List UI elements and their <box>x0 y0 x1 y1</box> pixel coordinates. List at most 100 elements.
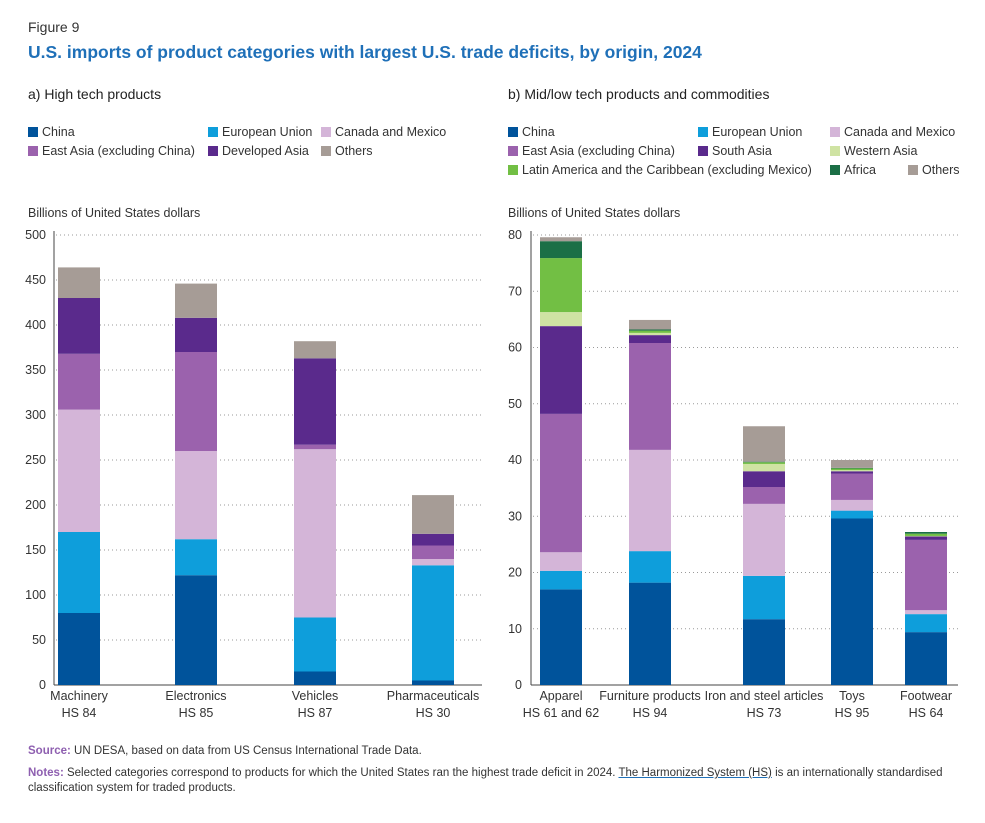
y-tick-label: 250 <box>25 453 46 467</box>
x-category-label: Vehicles <box>292 689 339 703</box>
bar-segment-vehicles-china <box>294 671 336 685</box>
bar-segment-iron-and-steel-articles-china <box>743 619 785 685</box>
y-tick-label: 500 <box>25 228 46 242</box>
x-category-label: Pharmaceuticals <box>387 689 479 703</box>
bar-segment-toys-canada-and-mexico <box>831 499 873 511</box>
y-tick-label: 150 <box>25 543 46 557</box>
y-tick-label: 0 <box>39 678 46 692</box>
bar-segment-pharmaceuticals-china <box>412 680 454 685</box>
figure-title: U.S. imports of product categories with … <box>28 42 702 62</box>
bar-segment-iron-and-steel-articles-east-asia-excluding-china <box>743 487 785 504</box>
bar-segment-toys-european-union <box>831 510 873 519</box>
legend-label: Western Asia <box>844 144 918 158</box>
bar-segment-machinery-canada-and-mexico <box>58 409 100 532</box>
legend-item-china: China <box>508 125 555 139</box>
bar-segment-vehicles-developed-asia <box>294 358 336 445</box>
bar-segment-apparel-latin-america-and-the-caribbean-excluding-mexico <box>540 258 582 313</box>
panel-a-unit: Billions of United States dollars <box>28 206 201 220</box>
legend-label: Others <box>335 144 373 158</box>
bar-segment-iron-and-steel-articles-canada-and-mexico <box>743 503 785 576</box>
bar-segment-footwear-western-asia <box>905 535 947 537</box>
y-tick-label: 400 <box>25 318 46 332</box>
bar-segment-vehicles-canada-and-mexico <box>294 449 336 618</box>
bar-segment-apparel-east-asia-excluding-china <box>540 413 582 553</box>
legend-item-canada-and-mexico: Canada and Mexico <box>830 125 955 139</box>
bar-segment-toys-others <box>831 460 873 468</box>
bar-segment-machinery-others <box>58 267 100 298</box>
legend-item-east-asia-excluding-china: East Asia (excluding China) <box>28 144 195 158</box>
legend-swatch <box>28 127 38 137</box>
legend-swatch <box>508 165 518 175</box>
bar-segment-machinery-developed-asia <box>58 298 100 354</box>
legend-item-others: Others <box>321 144 373 158</box>
legend-item-africa: Africa <box>830 163 876 177</box>
bar-segment-footwear-china <box>905 632 947 685</box>
panel-b-title: b) Mid/low tech products and commodities <box>508 86 770 102</box>
bar-segment-footwear-canada-and-mexico <box>905 610 947 615</box>
legend-swatch <box>830 146 840 156</box>
bar-segment-toys-south-asia <box>831 471 873 474</box>
source-text: UN DESA, based on data from US Census In… <box>74 745 422 757</box>
bar-segment-pharmaceuticals-east-asia-excluding-china <box>412 545 454 559</box>
x-category-label: Machinery <box>50 689 108 703</box>
y-tick-label: 100 <box>25 588 46 602</box>
y-tick-label: 300 <box>25 408 46 422</box>
legend-label: Canada and Mexico <box>335 125 447 139</box>
legend-swatch <box>28 146 38 156</box>
legend-swatch <box>208 146 218 156</box>
bar-segment-machinery-china <box>58 613 100 685</box>
y-tick-label: 80 <box>508 228 522 242</box>
legend-swatch <box>698 146 708 156</box>
legend-swatch <box>508 127 518 137</box>
y-tick-label: 10 <box>508 622 522 636</box>
bar-segment-furniture-products-western-asia <box>629 332 671 336</box>
bar-segment-iron-and-steel-articles-south-asia <box>743 471 785 487</box>
legend-label: Developed Asia <box>222 144 309 158</box>
bar-segment-furniture-products-latin-america-and-the-caribbean-excluding-mexico <box>629 330 671 333</box>
y-tick-label: 70 <box>508 284 522 298</box>
legend-item-south-asia: South Asia <box>698 144 772 158</box>
charts-canvas: 050100150200250300350400450500MachineryH… <box>25 228 958 720</box>
legend-label: Africa <box>844 163 876 177</box>
x-category-code: HS 64 <box>909 706 944 720</box>
x-category-code: HS 94 <box>633 706 668 720</box>
y-tick-label: 0 <box>515 678 522 692</box>
panel-a-title: a) High tech products <box>28 86 162 102</box>
source-label: Source: <box>28 745 71 757</box>
bar-segment-apparel-others <box>540 237 582 242</box>
bar-segment-toys-latin-america-and-the-caribbean-excluding-mexico <box>831 468 873 471</box>
panel-b-unit: Billions of United States dollars <box>508 206 681 220</box>
notes-block: Notes: Selected categories correspond to… <box>28 766 958 796</box>
legend-item-canada-and-mexico: Canada and Mexico <box>321 125 446 139</box>
bar-segment-toys-western-asia <box>831 470 873 472</box>
bar-segment-toys-china <box>831 518 873 685</box>
bar-segment-pharmaceuticals-canada-and-mexico <box>412 559 454 566</box>
bar-segment-electronics-european-union <box>175 539 217 576</box>
legend-label: China <box>42 125 75 139</box>
legend-item-developed-asia: Developed Asia <box>208 144 309 158</box>
bar-segment-machinery-east-asia-excluding-china <box>58 353 100 410</box>
bar-segment-machinery-european-union <box>58 532 100 613</box>
bar-segment-furniture-products-european-union <box>629 551 671 583</box>
bar-segment-iron-and-steel-articles-european-union <box>743 575 785 620</box>
legend-label: East Asia (excluding China) <box>522 144 675 158</box>
bar-segment-apparel-european-union <box>540 570 582 590</box>
x-category-code: HS 73 <box>747 706 782 720</box>
bar-segment-electronics-canada-and-mexico <box>175 451 217 540</box>
bar-segment-iron-and-steel-articles-western-asia <box>743 463 785 472</box>
legend-item-others: Others <box>908 163 960 177</box>
hs-link[interactable]: The Harmonized System (HS) <box>618 767 772 779</box>
source-line: Source: UN DESA, based on data from US C… <box>28 745 422 757</box>
legend-label: East Asia (excluding China) <box>42 144 195 158</box>
legend-swatch <box>908 165 918 175</box>
x-category-label: Iron and steel articles <box>705 689 824 703</box>
bar-segment-electronics-developed-asia <box>175 317 217 352</box>
y-tick-label: 350 <box>25 363 46 377</box>
notes-text-1: Selected categories correspond to produc… <box>66 767 616 779</box>
x-category-code: HS 87 <box>298 706 333 720</box>
y-tick-label: 30 <box>508 509 522 523</box>
y-tick-label: 450 <box>25 273 46 287</box>
bar-segment-vehicles-east-asia-excluding-china <box>294 444 336 450</box>
legend-swatch <box>508 146 518 156</box>
legend-item-western-asia: Western Asia <box>830 144 917 158</box>
